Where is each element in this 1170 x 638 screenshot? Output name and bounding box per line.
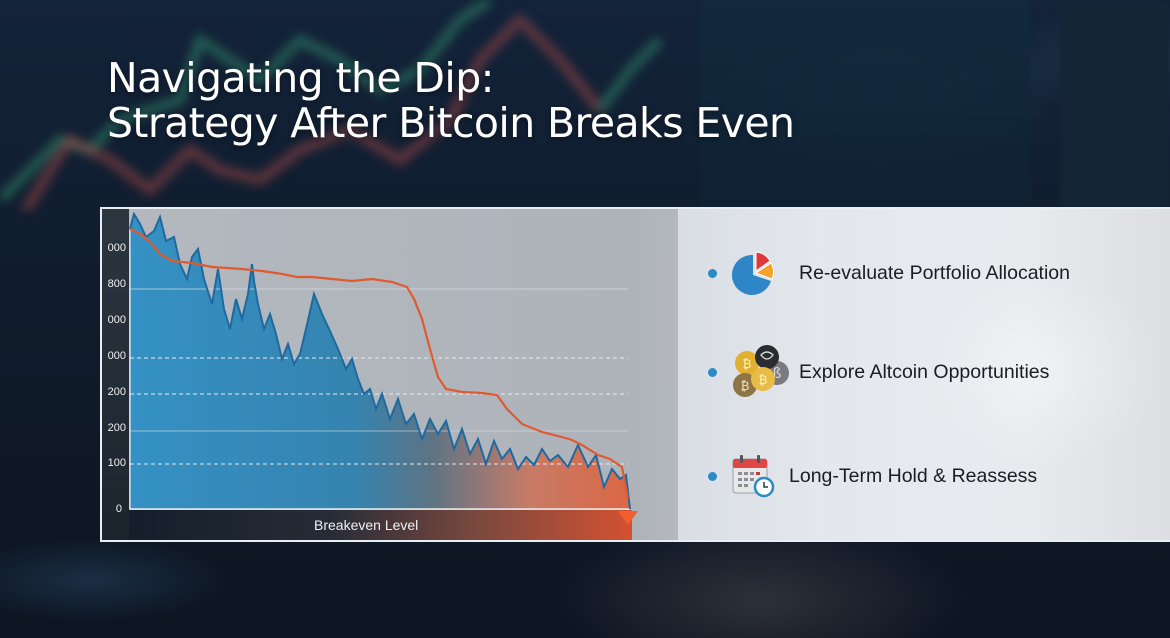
y-tick: 200 bbox=[107, 422, 126, 434]
pie-chart-icon bbox=[731, 251, 775, 295]
y-tick: 000 bbox=[107, 314, 126, 326]
svg-text:₿: ₿ bbox=[759, 373, 768, 387]
y-tick: 000 bbox=[107, 350, 126, 362]
strategy-label: Explore Altcoin Opportunities bbox=[799, 360, 1050, 383]
strategy-item: Re-evaluate Portfolio Allocation bbox=[708, 249, 1070, 297]
coins-icon: ß ₿ ₿ ₿ bbox=[733, 345, 789, 397]
bullet-icon bbox=[708, 268, 717, 278]
breakeven-band bbox=[129, 510, 632, 540]
strategy-label: Re-evaluate Portfolio Allocation bbox=[799, 261, 1070, 284]
y-tick: 100 bbox=[107, 457, 126, 469]
svg-text:ß: ß bbox=[773, 366, 782, 382]
background-monitor bbox=[700, 0, 1030, 210]
x-axis-label: Breakeven Level bbox=[314, 517, 419, 533]
background-candles bbox=[0, 0, 664, 210]
content-panel: 000 800 000 000 200 200 100 0 Breakeven … bbox=[100, 207, 1170, 542]
bullet-icon bbox=[708, 471, 717, 481]
y-tick: 200 bbox=[107, 386, 126, 398]
bullet-icon bbox=[708, 367, 717, 377]
svg-text:₿: ₿ bbox=[743, 357, 752, 371]
strategy-item: Long-Term Hold & Reassess bbox=[708, 453, 1037, 499]
svg-text:₿: ₿ bbox=[741, 379, 750, 393]
strategy-item: ß ₿ ₿ ₿ Explore Altcoin Opportunities bbox=[708, 345, 1049, 399]
strategy-label: Long-Term Hold & Reassess bbox=[789, 464, 1038, 487]
y-axis-strip bbox=[102, 209, 129, 540]
y-tick: 800 bbox=[107, 278, 126, 290]
y-tick: 0 bbox=[115, 503, 122, 515]
price-chart bbox=[129, 211, 636, 525]
y-tick: 000 bbox=[107, 242, 126, 254]
title-line-2: Strategy After Bitcoin Breaks Even bbox=[107, 99, 795, 147]
calendar-clock-icon bbox=[732, 455, 775, 498]
page-title: Navigating the Dip: Strategy After Bitco… bbox=[107, 54, 795, 147]
background-monitor-2 bbox=[1060, 0, 1170, 210]
title-line-1: Navigating the Dip: bbox=[107, 54, 494, 102]
